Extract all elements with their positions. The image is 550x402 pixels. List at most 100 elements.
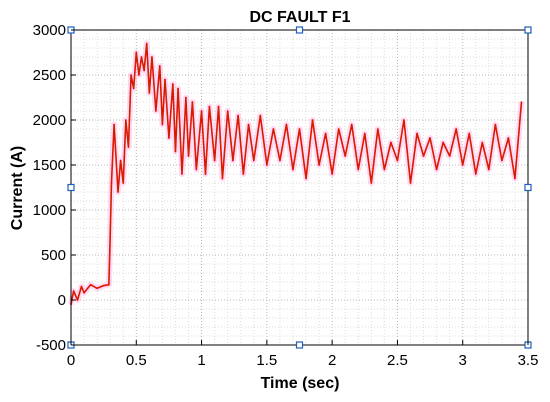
resize-handle[interactable] [67,183,75,192]
data-point [96,287,98,290]
data-point [390,141,392,144]
data-point [102,284,105,287]
data-point [363,132,366,135]
data-point [422,155,425,157]
data-point [507,137,510,139]
x-axis-label: Time (sec) [261,375,340,392]
data-point [292,168,294,171]
data-point [298,128,301,130]
y-axis-label: Current (A) [9,146,26,230]
data-point [221,177,224,180]
data-point [113,123,115,126]
data-point [83,292,85,294]
data-point [488,168,490,171]
data-point [416,132,418,135]
data-point [80,285,83,288]
data-point [318,164,320,166]
data-point [279,159,281,162]
series-line-overlay [70,43,522,305]
y-tick-label: 2000 [33,112,66,129]
data-point [494,123,497,126]
data-point [305,177,307,180]
data-point [259,114,262,117]
data-point [185,96,187,99]
ticks: 0 0.5 1 1.5 2 2.5 3 3.5-50005001000150020002500… [33,22,539,369]
data-point [272,128,275,130]
data-point [435,168,438,171]
y-tick-label: 2500 [33,67,66,84]
data-point [247,123,250,126]
y-tick-label: 0 [58,292,66,309]
resize-handle[interactable] [524,183,532,192]
data-point [311,119,314,121]
data-point [396,159,399,162]
data-point [108,283,110,286]
resize-handle[interactable] [524,26,532,34]
data-point [168,137,170,139]
data-point [72,290,75,292]
data-point [331,173,333,175]
data-point [468,132,471,135]
data-point [208,105,211,108]
x-tick-label: 1 [197,352,205,369]
x-tick-label: 3.5 [518,352,539,369]
data-point [164,78,166,81]
data-point [110,182,113,184]
data-point [514,177,516,180]
data-point [145,42,148,45]
data-point [76,299,79,301]
resize-handle[interactable] [295,26,304,34]
data-point [226,110,229,112]
data-point [204,173,207,175]
data-area [68,40,525,306]
data-point [138,74,140,76]
data-point [109,236,111,238]
data-point [117,191,119,193]
x-tick-label: 1.5 [256,352,277,369]
data-point [377,128,379,130]
x-tick-label: 2.5 [387,352,408,369]
data-point [370,182,373,184]
data-point [474,173,477,175]
data-point [217,105,220,108]
data-point [200,110,203,112]
data-point [501,159,503,162]
data-point [191,101,194,103]
data-point [187,155,190,157]
data-point [122,182,125,184]
x-tick-label: 0.5 [126,352,147,369]
data-point [242,173,245,175]
data-point [177,87,179,90]
data-point [232,159,234,162]
data-point [174,150,177,153]
data-point [195,168,198,171]
data-point [119,159,122,162]
data-point [350,123,353,126]
data-point [481,141,484,144]
data-point [455,128,457,130]
data-point [237,114,239,117]
data-point [461,164,464,166]
data-point [127,146,130,148]
data-point [285,123,288,126]
data-point [135,51,138,54]
data-point [403,119,405,121]
data-point [172,83,174,85]
data-point [520,101,523,103]
data-point [148,92,151,94]
data-point [132,87,135,90]
x-tick-label: 3 [459,352,467,369]
data-point [130,74,132,76]
data-point [357,168,360,171]
data-point [155,110,157,112]
resize-handle[interactable] [295,341,304,349]
data-point [125,119,127,121]
data-point [158,65,161,67]
data-point [143,69,145,72]
data-point [151,56,153,58]
y-tick-label: 1500 [33,157,66,174]
data-point [344,155,347,157]
chart-title: DC FAULT F1 [249,9,350,26]
